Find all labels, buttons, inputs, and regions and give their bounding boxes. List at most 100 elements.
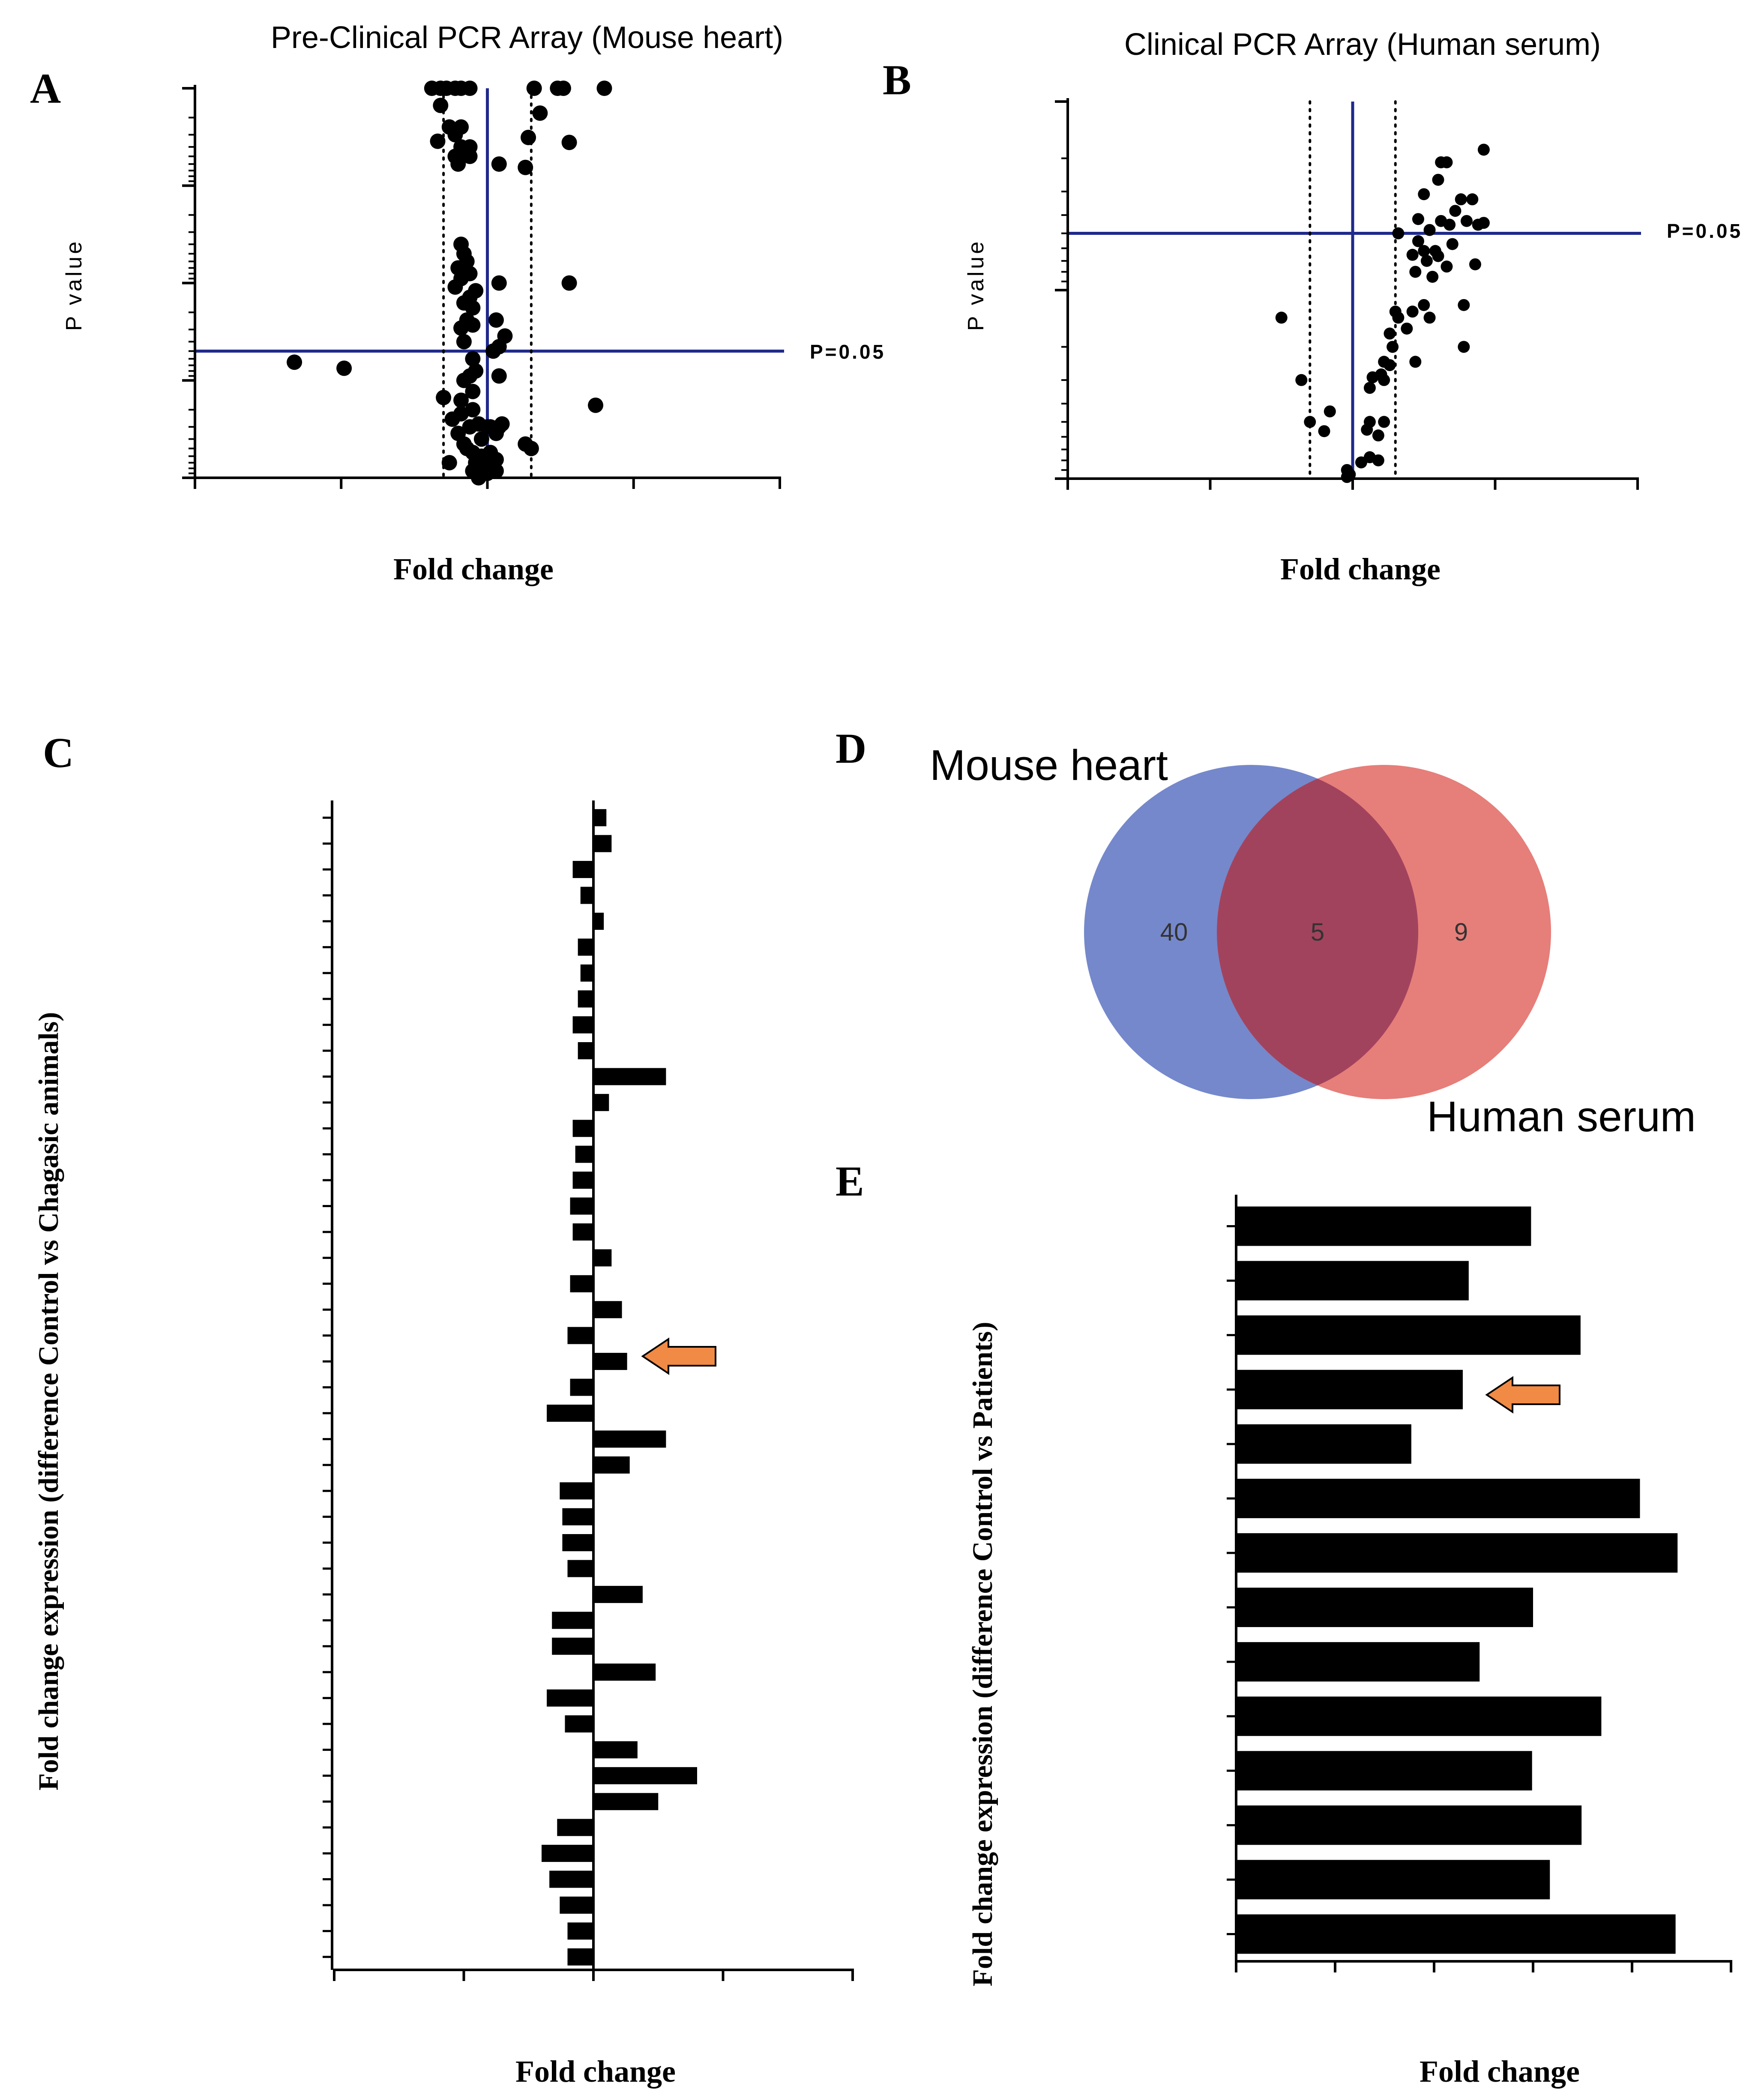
panel-b-point [1275, 312, 1288, 324]
panel-e-xlabel: Fold change [1420, 2054, 1580, 2089]
panel-c-bar [593, 1430, 666, 1448]
panel-c-bar [580, 964, 593, 982]
panel-a-point [456, 436, 472, 452]
panel-c-bar [562, 1508, 593, 1526]
panel-b-point [1423, 224, 1436, 236]
panel-b-point [1412, 235, 1424, 247]
panel-b-point [1341, 471, 1353, 483]
panel-a-xlabel: Fold change [393, 552, 554, 586]
panel-c-bar [593, 1068, 666, 1085]
panel-c-ylabel: Fold change expression (difference Contr… [33, 1012, 64, 1791]
panel-e-bar [1236, 1370, 1463, 1409]
panel-a-point [521, 129, 536, 145]
panel-b-point [1409, 266, 1422, 278]
panel-letter-c: C [43, 729, 74, 776]
panel-c-bar [572, 1120, 593, 1137]
panel-c-bar [593, 1456, 630, 1474]
panel-b-point [1384, 327, 1396, 340]
panel-b-threshold-label: P=0.05 [1667, 220, 1743, 242]
panel-c-bar [578, 990, 593, 1008]
panel-c-bar [552, 1612, 593, 1629]
panel-b-point [1304, 416, 1316, 428]
panel-b-point [1406, 306, 1419, 318]
panel-a-point [444, 411, 460, 427]
panel-b-point [1469, 258, 1481, 270]
panel-b-point [1366, 371, 1379, 384]
panel-c-bar-chart: Fold change expression (difference Contr… [33, 800, 854, 2089]
panel-b-point [1458, 341, 1470, 353]
panel-c-bar [593, 1249, 612, 1267]
panel-b-point [1295, 374, 1308, 386]
panel-c-highlight-arrow [641, 1337, 716, 1375]
panel-c-bar [572, 1016, 593, 1034]
panel-e-bar [1236, 1914, 1676, 1954]
panel-b-point [1392, 312, 1405, 324]
venn-set-right-title: Human serum [1427, 1093, 1696, 1141]
panel-a-point [465, 402, 481, 418]
panel-a-point [456, 334, 472, 350]
panel-a-point [532, 105, 548, 121]
panel-a-point [488, 463, 504, 479]
panel-c-bar [570, 1379, 593, 1396]
panel-b-ylabel: P value [964, 239, 988, 331]
panel-e-ylabel: Fold change expression (difference Contr… [967, 1322, 998, 1987]
panel-c-bar [593, 1094, 609, 1111]
panel-a-point [336, 360, 352, 376]
panel-a-title: Pre-Clinical PCR Array (Mouse heart) [271, 21, 783, 55]
panel-a-point [518, 159, 533, 175]
panel-a-point [588, 397, 604, 413]
panel-e-bar [1236, 1261, 1469, 1301]
panel-c-bar [570, 1275, 593, 1292]
panel-e-bar [1236, 1588, 1533, 1627]
panel-c-bar [567, 1948, 593, 1966]
panel-b-point [1418, 299, 1430, 311]
panel-b-point [1466, 193, 1479, 206]
panel-a-point [596, 81, 612, 96]
panel-c-bar [572, 861, 593, 878]
panel-c-bar [557, 1819, 593, 1836]
panel-e-bar [1236, 1696, 1602, 1736]
venn-count-overlap: 5 [1311, 918, 1324, 946]
panel-e-highlight-arrow [1485, 1376, 1560, 1414]
panel-b-point [1409, 356, 1422, 368]
panel-e-bar-chart: Fold change expression (difference Contr… [967, 1195, 1732, 2089]
panel-b-point [1426, 270, 1439, 283]
panel-a-point [465, 384, 481, 399]
panel-c-bar [552, 1637, 593, 1655]
panel-b-point [1423, 312, 1436, 324]
panel-c-bar [593, 835, 612, 852]
panel-b-point [1418, 188, 1430, 201]
panel-c-bar [570, 1197, 593, 1215]
panel-c-bar [560, 1896, 593, 1914]
panel-b-point [1406, 249, 1419, 261]
panel-a-ylabel: P value [62, 239, 87, 331]
panel-c-bar [593, 1741, 638, 1759]
panel-e-bar [1236, 1860, 1550, 1900]
panel-a-point [436, 390, 452, 405]
panel-a-point [491, 275, 507, 291]
panel-b-point [1444, 219, 1456, 231]
panel-b-title: Clinical PCR Array (Human serum) [1124, 27, 1601, 62]
panel-a-point [433, 98, 449, 114]
panel-letter-b: B [883, 56, 911, 104]
panel-a-point [447, 279, 463, 295]
panel-b-point [1378, 416, 1390, 428]
panel-c-bar [580, 887, 593, 904]
panel-c-bar [572, 1223, 593, 1241]
panel-a-point [526, 81, 542, 96]
panel-b-point [1378, 374, 1390, 386]
panel-b-point [1372, 429, 1384, 442]
panel-c-bar [593, 1767, 697, 1784]
panel-b-point [1384, 359, 1396, 372]
panel-a-volcano-plot: Pre-Clinical PCR Array (Mouse heart) P v… [62, 21, 886, 586]
panel-b-point [1461, 215, 1473, 227]
panel-b-point [1387, 341, 1399, 353]
panel-a-point [523, 441, 539, 456]
panel-a-threshold-label: P=0.05 [810, 341, 886, 363]
panel-b-point [1432, 174, 1444, 186]
panel-a-point [491, 156, 507, 172]
panel-e-bar [1236, 1315, 1581, 1355]
panel-b-xlabel: Fold change [1280, 552, 1441, 586]
panel-e-bar [1236, 1206, 1531, 1246]
